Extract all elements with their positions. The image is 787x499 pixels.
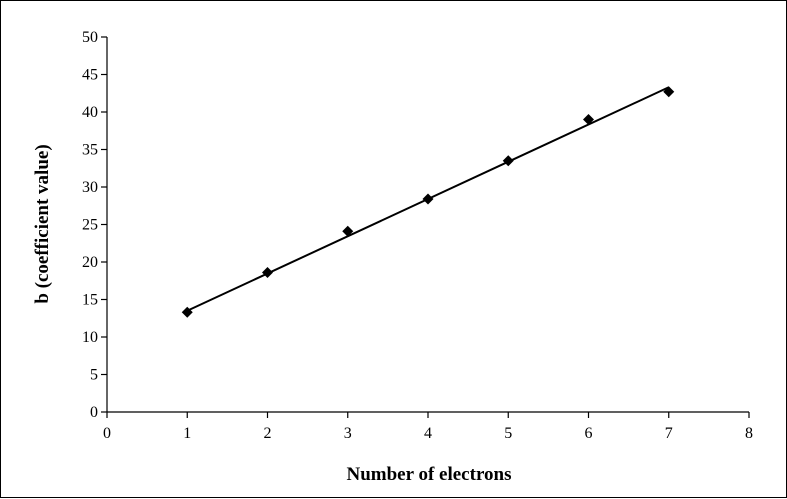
- y-tick-label: 45: [82, 67, 98, 84]
- x-tick-label: 8: [745, 425, 753, 442]
- y-tick-label: 25: [82, 217, 98, 234]
- x-axis: 0 1 2 3 4 5 6 7 8: [103, 411, 753, 442]
- y-tick-label: 5: [90, 367, 98, 384]
- y-tick-label: 35: [82, 142, 98, 159]
- data-point: [181, 306, 193, 318]
- data-point: [663, 86, 675, 98]
- y-tick-label: 20: [82, 254, 98, 271]
- data-point: [583, 114, 594, 125]
- data-point: [262, 267, 273, 278]
- x-tick-label: 2: [264, 425, 272, 442]
- y-tick-label: 40: [82, 104, 98, 121]
- x-axis-title: Number of electrons: [347, 464, 512, 485]
- x-tick-label: 5: [504, 425, 512, 442]
- data-point: [342, 225, 354, 237]
- y-tick-label: 15: [82, 292, 98, 309]
- y-tick-label: 0: [90, 404, 98, 421]
- x-tick-label: 4: [424, 425, 432, 442]
- y-axis: 0 5 10 15 20 25 30 35 40 45 50: [82, 29, 108, 421]
- y-tick-label: 30: [82, 179, 98, 196]
- data-point: [502, 155, 514, 167]
- data-point: [422, 193, 434, 205]
- x-tick-label: 6: [585, 425, 593, 442]
- x-tick-label: 3: [344, 425, 352, 442]
- x-tick-label: 7: [665, 425, 673, 442]
- x-tick-label: 1: [183, 425, 191, 442]
- y-axis-title: b (coefficient value): [32, 144, 53, 303]
- y-tick-label: 10: [82, 329, 98, 346]
- x-tick-label: 0: [103, 425, 111, 442]
- y-tick-label: 50: [82, 29, 98, 46]
- data-points: [181, 86, 675, 318]
